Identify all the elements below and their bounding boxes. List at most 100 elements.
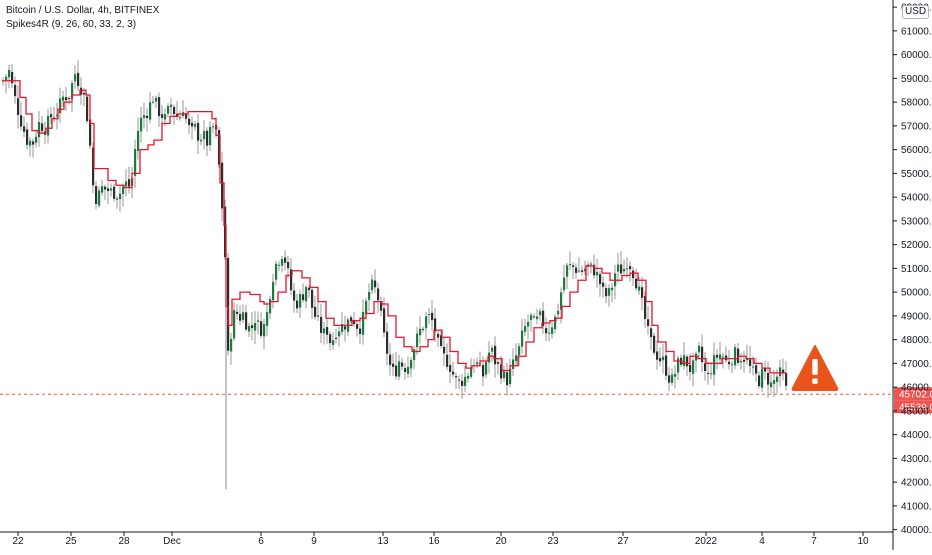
candle-body — [134, 148, 137, 176]
candle-body — [407, 366, 410, 374]
y-tick-label: 60000.0 — [901, 50, 932, 61]
x-tick-label: 16 — [428, 536, 440, 547]
candle-body — [41, 123, 44, 132]
candle-body — [335, 337, 338, 339]
currency-badge[interactable]: USD — [902, 5, 930, 19]
candle-body — [59, 98, 62, 114]
x-tick-label: Dec — [163, 536, 181, 547]
candle-body — [524, 326, 527, 332]
candle-body — [740, 361, 743, 363]
candle-body — [26, 129, 29, 145]
candle-body — [359, 328, 362, 334]
candle-body — [272, 281, 275, 301]
candles-layer — [2, 60, 788, 490]
candle-body — [266, 312, 269, 326]
candle-body — [206, 130, 209, 146]
candle-body — [743, 359, 746, 362]
candle-body — [398, 361, 401, 377]
candle-body — [389, 354, 392, 365]
candle-body — [767, 372, 770, 385]
candle-body — [197, 122, 200, 141]
candle-body — [14, 84, 17, 97]
candle-body — [527, 321, 530, 327]
candle-body — [629, 266, 632, 270]
candle-body — [707, 372, 710, 374]
candle-body — [404, 368, 407, 372]
candle-body — [533, 316, 536, 318]
candle-body — [248, 326, 251, 332]
candle-body — [581, 270, 584, 272]
candle-body — [140, 117, 143, 132]
x-tick-label: 9 — [311, 536, 317, 547]
candle-body — [287, 261, 290, 269]
candle-body — [74, 74, 77, 82]
candle-body — [392, 363, 395, 367]
candle-body — [422, 328, 425, 330]
candle-body — [323, 328, 326, 334]
candle-body — [200, 139, 203, 142]
y-tick-label: 44000.0 — [901, 430, 932, 441]
candle-body — [734, 347, 737, 366]
candle-body — [353, 320, 356, 324]
candle-body — [257, 320, 260, 322]
x-tick-label: 10 — [857, 536, 869, 547]
candle-body — [596, 272, 599, 276]
candle-body — [644, 296, 647, 319]
candle-body — [401, 362, 404, 367]
y-tick-label: 51000.0 — [901, 264, 932, 275]
candle-body — [665, 355, 668, 376]
candle-body — [17, 98, 20, 116]
candle-body — [494, 345, 497, 365]
candle-body — [221, 162, 224, 209]
symbol-title[interactable]: Bitcoin / U.S. Dollar, 4h, BITFINEX — [6, 5, 160, 16]
x-tick-label: 25 — [65, 536, 77, 547]
candle-body — [758, 375, 761, 387]
x-tick-label: 13 — [377, 536, 389, 547]
candle-body — [53, 117, 56, 119]
candle-body — [782, 369, 785, 374]
candle-body — [521, 330, 524, 347]
candle-body — [773, 380, 776, 384]
candle-body — [89, 119, 92, 146]
candle-body — [326, 327, 329, 335]
candle-body — [38, 122, 41, 138]
y-tick-label: 52000.0 — [901, 240, 932, 251]
candle-body — [344, 326, 347, 330]
candle-body — [461, 380, 464, 387]
candle-body — [98, 190, 101, 206]
candle-body — [584, 268, 587, 272]
candle-body — [110, 188, 113, 191]
y-tick-label: 55000.0 — [901, 169, 932, 180]
y-tick-label: 56000.0 — [901, 145, 932, 156]
candle-body — [725, 355, 728, 361]
candle-body — [50, 114, 53, 118]
candle-body — [620, 264, 623, 274]
y-tick-label: 61000.0 — [901, 26, 932, 37]
indicator-title[interactable]: Spikes4R (9, 26, 60, 33, 2, 3) — [6, 19, 137, 30]
candle-body — [338, 331, 341, 337]
candle-body — [107, 188, 110, 192]
candle-body — [683, 355, 686, 366]
candle-body — [464, 376, 467, 386]
candle-body — [386, 331, 389, 354]
candle-body — [194, 123, 197, 127]
candle-body — [317, 315, 320, 317]
candle-body — [704, 363, 707, 372]
candle-body — [428, 314, 431, 316]
candle-body — [764, 368, 767, 372]
candle-body — [8, 69, 11, 78]
x-tick-label: 28 — [118, 536, 130, 547]
candle-body — [716, 355, 719, 358]
candle-body — [554, 316, 557, 330]
candle-body — [611, 287, 614, 291]
candle-body — [20, 115, 23, 127]
candle-body — [104, 186, 107, 190]
candle-body — [656, 351, 659, 360]
candle-body — [602, 282, 605, 287]
candle-body — [515, 355, 518, 361]
candle-body — [332, 340, 335, 345]
candle-body — [641, 287, 644, 298]
candle-body — [623, 268, 626, 272]
